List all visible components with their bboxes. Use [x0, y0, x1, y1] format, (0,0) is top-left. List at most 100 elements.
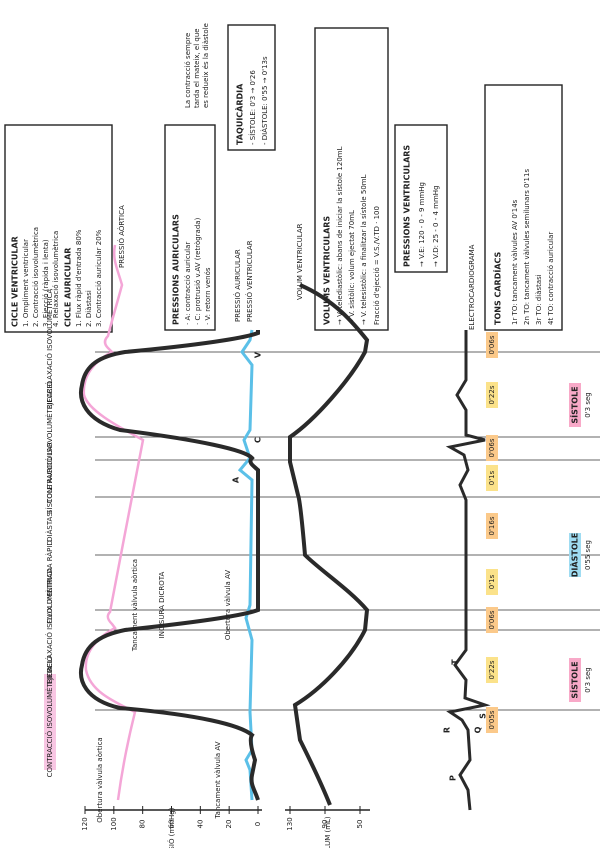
- box-item: 4t TO: contracció auricular: [547, 232, 555, 325]
- tick-label: 20: [225, 820, 233, 829]
- annotation: Tancament vàlvula aòrtica: [131, 559, 139, 652]
- box-item: 1. Flux ràpid d'entrada 80%: [75, 229, 83, 327]
- box-item: → V. telediastòlic: abans de iniciar la …: [336, 146, 344, 325]
- box-title: PRESSIONS VENTRICULARS: [403, 145, 412, 267]
- wave-letter: V: [254, 351, 263, 358]
- period-duration: 0'55 seg: [584, 540, 592, 570]
- box-item: 3. Contracció auricular 20%: [95, 229, 103, 327]
- aortic-pressure-curve: [82, 244, 145, 801]
- box-item: 2n TO: tancament vàlvules semilunars 0'1…: [523, 169, 531, 325]
- box-item: · A: contracció auricular: [184, 242, 192, 325]
- volumes-box: [314, 27, 389, 331]
- boxes: [4, 24, 563, 333]
- curves: [79, 244, 491, 811]
- tick-label: 90: [321, 820, 329, 829]
- tick-label: 130: [286, 817, 294, 830]
- wave-letter: P: [449, 775, 458, 781]
- annotation: Tancament vàlvula AV: [214, 741, 222, 819]
- note: La contracció sempre: [184, 33, 192, 108]
- box-title: CICLE AURICULAR: [64, 248, 73, 327]
- curve-label: ELECTROCARDIOGRAMA: [468, 244, 476, 330]
- axis-label: PRESSIÓ (mmHg): [167, 807, 176, 848]
- box-item: Fracció d'ejecció = V.S./V.TD · 100: [373, 206, 381, 325]
- box-item: · V: retorn venós: [204, 267, 212, 325]
- box-title: VOLUMS VENTRICULARS: [323, 216, 332, 325]
- duration-label: 0'06s: [488, 610, 496, 629]
- duration-tag: [486, 513, 498, 539]
- wave-letter: S: [479, 713, 488, 719]
- duration-label: 0'06s: [488, 438, 496, 457]
- phase-label: CONTRACCIÓ ISOVOLUMÈTRICA: [45, 392, 54, 503]
- box-title: TONS CARDÍACS: [492, 251, 503, 325]
- period-tag: [569, 383, 581, 427]
- duration-label: 0'1s: [488, 574, 496, 589]
- duration-label: 0'06s: [488, 335, 496, 354]
- box-item: → V. sistòlic: volum ejectat 70mL: [348, 210, 356, 325]
- phase-label: SÍSTOLE AURICULAR: [45, 442, 54, 514]
- duration-tag: [486, 569, 498, 595]
- box-item: 3r TO: diàstasi: [535, 274, 543, 325]
- box-item: → V.D: 25 - 0 - 4 mmHg: [432, 185, 440, 267]
- atrial-box: [164, 124, 216, 331]
- box-item: - DIÀSTOLE: 0'55 → 0'13s: [260, 56, 269, 145]
- box-item: → V. telesistòlic: a finalitzar la sísto…: [360, 174, 368, 325]
- period-tag: [569, 533, 581, 577]
- duration-tag: [486, 382, 498, 408]
- phase-label: EJECCIÓ: [45, 655, 54, 684]
- sounds-box: [484, 84, 563, 331]
- duration-label: 0'05s: [488, 710, 496, 729]
- ecg-curve: [445, 330, 491, 811]
- tick-label: 40: [196, 820, 204, 829]
- box-item: 1. Ompliment ventricular: [22, 239, 30, 327]
- curve-label: VOLUM VENTRICULAR: [296, 223, 304, 300]
- wave-letter: A: [232, 476, 241, 483]
- wave-letter: Q: [474, 726, 483, 733]
- wave-letter: T: [451, 659, 460, 665]
- duration-label: 0'1s: [488, 470, 496, 485]
- annotation: Obertura vàlvula AV: [224, 570, 232, 640]
- period-name: DIÀSTOLE: [569, 533, 580, 577]
- duration-tag: [486, 657, 498, 683]
- cycle-box: [4, 124, 113, 333]
- tick-label: 60: [168, 820, 176, 829]
- period-duration: 0'3 seg: [584, 667, 592, 692]
- phase-label: FLUX D'ENTRADA RÀPID: [45, 540, 54, 624]
- tick-label: 100: [110, 817, 118, 830]
- period-name: SÍSTOLE: [569, 661, 580, 698]
- annotation: INCISURA DICROTA: [158, 571, 166, 638]
- duration-tag: [486, 332, 498, 358]
- phase-label: RELAXACIÓ ISOVOLUMÈTRICA: [45, 289, 54, 394]
- box-title: TAQUICÀRDIA: [234, 83, 245, 145]
- duration-tag: [486, 607, 498, 633]
- box-item: 4. Relaxació isovolumètrica: [52, 231, 60, 327]
- period-name: SÍSTOLE: [569, 386, 580, 423]
- phase-label: EJECCIÓ: [45, 380, 54, 409]
- wave-letter: R: [443, 727, 452, 733]
- phase-label: CONTRACCIÓ ISOVOLUMÈTRICA: [45, 666, 54, 777]
- duration-tag: [486, 465, 498, 491]
- annotation: Obertura vàlvula aòrtica: [96, 737, 104, 822]
- wave-letter: C: [254, 437, 263, 443]
- box-item: 2. Diàstasi: [85, 290, 93, 327]
- box-title: PRESSIONS AURICULARS: [172, 214, 181, 325]
- box-item: 3. Ejecció (ràpida i lenta): [42, 239, 50, 327]
- curve-label: PRESSIÓ VENTRICULAR: [245, 240, 254, 322]
- box-item: → V.E: 120 - 0 - 9 mmHg: [418, 182, 426, 267]
- ventricular-pressure-curve: [79, 330, 260, 801]
- period-tag: [569, 658, 581, 702]
- period-duration: 0'3 seg: [584, 392, 592, 417]
- duration-label: 0'16s: [488, 516, 496, 535]
- volume-curve: [288, 283, 370, 806]
- note: tarda el mateix, el que: [193, 28, 201, 108]
- axis-label: VOLUM (mL): [324, 816, 332, 848]
- curve-label: PRESSIÓ AÒRTICA: [117, 205, 126, 268]
- box-item: 2. Contracció isovolumètrica: [32, 227, 40, 327]
- box-title: CICLE VENTRICULAR: [11, 236, 20, 327]
- box-item: 1r TO: tancament vàlvules AV 0'14s: [511, 199, 519, 325]
- tachycardia-box: [227, 24, 276, 151]
- note: es redueix és la diàstole: [202, 23, 210, 108]
- box-item: - SÍSTOLE: 0'3 → 0'26: [248, 70, 257, 145]
- duration-label: 0'22s: [488, 385, 496, 404]
